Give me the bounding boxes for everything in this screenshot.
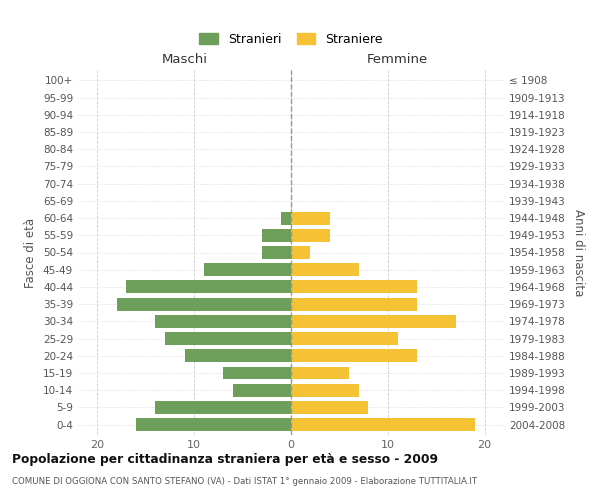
Text: COMUNE DI OGGIONA CON SANTO STEFANO (VA) - Dati ISTAT 1° gennaio 2009 - Elaboraz: COMUNE DI OGGIONA CON SANTO STEFANO (VA)…: [12, 478, 477, 486]
Bar: [291, 332, 398, 345]
Legend: Stranieri, Straniere: Stranieri, Straniere: [196, 29, 386, 50]
Bar: [185, 350, 291, 362]
Bar: [262, 229, 291, 241]
Bar: [155, 315, 291, 328]
Bar: [291, 246, 310, 259]
Bar: [291, 315, 455, 328]
Text: Femmine: Femmine: [367, 54, 428, 66]
Bar: [291, 229, 330, 241]
Bar: [127, 280, 291, 293]
Bar: [291, 366, 349, 380]
Bar: [291, 384, 359, 396]
Bar: [291, 264, 359, 276]
Bar: [233, 384, 291, 396]
Bar: [165, 332, 291, 345]
Y-axis label: Fasce di età: Fasce di età: [25, 218, 37, 288]
Bar: [291, 280, 417, 293]
Bar: [136, 418, 291, 431]
Bar: [155, 401, 291, 414]
Bar: [262, 246, 291, 259]
Bar: [291, 401, 368, 414]
Text: Popolazione per cittadinanza straniera per età e sesso - 2009: Popolazione per cittadinanza straniera p…: [12, 452, 438, 466]
Text: Maschi: Maschi: [161, 54, 208, 66]
Bar: [223, 366, 291, 380]
Bar: [291, 350, 417, 362]
Bar: [281, 212, 291, 224]
Y-axis label: Anni di nascita: Anni di nascita: [572, 209, 585, 296]
Bar: [204, 264, 291, 276]
Bar: [291, 298, 417, 310]
Bar: [117, 298, 291, 310]
Bar: [291, 212, 330, 224]
Bar: [291, 418, 475, 431]
